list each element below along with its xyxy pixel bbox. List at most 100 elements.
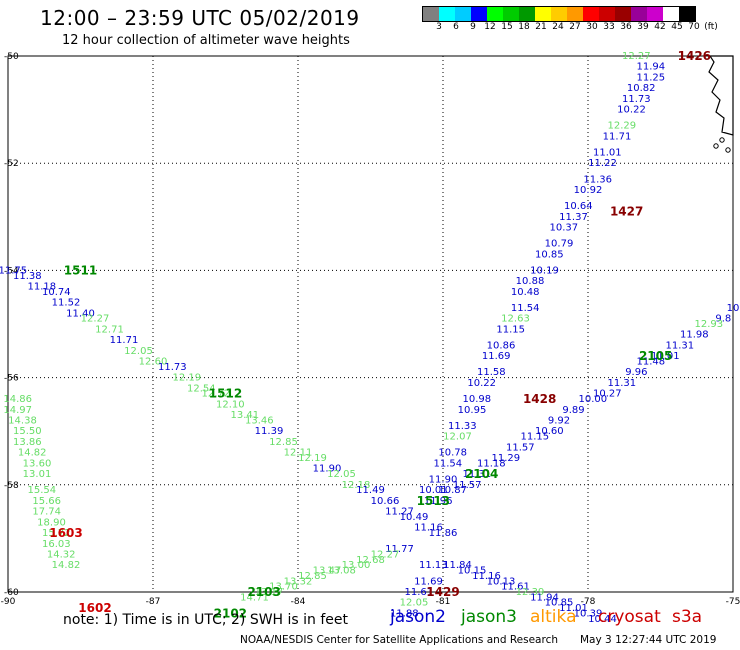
wave-height-value: 12.05 xyxy=(400,598,429,609)
pass-time-label: 1512 xyxy=(209,387,242,401)
wave-height-value: 11.31 xyxy=(463,469,492,480)
wave-height-value: 10.01 xyxy=(419,485,448,496)
wave-height-value: 12.85 xyxy=(269,437,298,448)
wave-height-value: 11.27 xyxy=(385,507,414,518)
wave-height-value: 12.54 xyxy=(187,383,216,394)
wave-height-value: 11.96 xyxy=(424,496,453,507)
wave-height-value: 10.98 xyxy=(463,394,492,405)
wave-height-value: 9.92 xyxy=(548,415,570,426)
wave-height-value: 12.93 xyxy=(695,319,724,330)
wave-height-value: 11.58 xyxy=(477,367,506,378)
wave-height-value: 10.85 xyxy=(535,249,564,260)
wave-height-value: 12.68 xyxy=(356,555,385,566)
color-swatch xyxy=(455,7,471,21)
color-swatch xyxy=(503,7,519,21)
wave-height-value: 11.77 xyxy=(385,544,414,555)
wave-height-value: 15.54 xyxy=(28,485,57,496)
wave-height-value: 12.71 xyxy=(95,324,124,335)
island-shape xyxy=(713,143,719,149)
color-swatch xyxy=(615,7,631,21)
color-scale-label: 36 xyxy=(620,22,632,32)
footer-note: note: 1) Time is in UTC; 2) SWH is in fe… xyxy=(63,612,349,628)
color-swatch xyxy=(583,7,599,21)
wave-height-value: 12.29 xyxy=(608,121,637,132)
wave-height-value: 14.97 xyxy=(3,405,32,416)
wave-height-value: 10.19 xyxy=(530,265,559,276)
pass-time-labels: 1426 1427 1428 1429 1511 1512 1513 1603 1602 2102… xyxy=(49,49,711,620)
wave-height-value: 11.48 xyxy=(637,357,666,368)
legend-s3a: s3a xyxy=(672,607,703,627)
wave-height-value: 12.27 xyxy=(371,549,400,560)
wave-height-value: 12.85 xyxy=(298,571,327,582)
color-swatch xyxy=(551,7,567,21)
wave-height-value: 11.61 xyxy=(405,587,434,598)
color-scale-label: 45 xyxy=(671,22,683,32)
track-jason2-ne: 12.2711.9411.2510.8211.7310.2212.2911.71… xyxy=(419,51,665,496)
wave-height-value: 13.08 xyxy=(327,566,356,577)
track-jason2-se: 11.8410.1511.1610.1311.6112.3911.9410.85… xyxy=(443,560,617,625)
track-s3a-left: 14.8614.9714.3815.5013.8614.8213.6013.01… xyxy=(3,394,80,571)
wave-height-value: 10.27 xyxy=(593,389,622,400)
color-scale-label: 27 xyxy=(569,22,581,32)
wave-height-value: 11.73 xyxy=(622,94,651,105)
color-scale-label: 9 xyxy=(470,22,476,32)
legend-jason3: jason3 xyxy=(461,607,517,627)
wave-height-value: 10.60 xyxy=(535,426,564,437)
wave-height-value: 12.27 xyxy=(622,51,651,62)
wave-height-value: 10.13 xyxy=(487,576,516,587)
color-scale-label: 12 xyxy=(484,22,496,32)
wave-height-value: 10.44 xyxy=(588,614,617,625)
island-shape xyxy=(725,147,731,153)
wave-height-value: 11.57 xyxy=(453,480,482,491)
color-scale-label: 24 xyxy=(552,22,564,32)
color-swatch xyxy=(439,7,455,21)
latitude-label: -56 xyxy=(4,374,19,384)
generated-timestamp: May 3 12:27:44 UTC 2019 xyxy=(580,634,717,646)
pass-time-label: 1603 xyxy=(49,526,82,540)
wave-height-value: 11.01 xyxy=(651,351,680,362)
color-swatch xyxy=(679,7,695,21)
color-scale-labels: 3 6 9 12 15 18 21 24 27 30 33 36 39 42 45 70 (ft) xyxy=(422,22,740,34)
wave-height-value: 10.22 xyxy=(617,105,646,116)
wave-height-value: 14.38 xyxy=(8,415,37,426)
wave-height-value: 11.71 xyxy=(603,131,632,142)
axis-labels: -50 -52 -54 -56 -58 -60-90 -87 -84 -81 -78 -75 xyxy=(1,52,740,607)
wave-height-value: 10.48 xyxy=(511,287,540,298)
track-jason3-nw: 11.7511.3811.1810.7411.5211.4012.2712.71… xyxy=(0,265,457,539)
color-scale-label: (ft) xyxy=(704,22,718,32)
wave-height-value: 11.18 xyxy=(477,458,506,469)
wave-height-value: 11.15 xyxy=(496,324,525,335)
color-swatch xyxy=(535,7,551,21)
wave-height-value: 10.95 xyxy=(458,405,487,416)
wave-height-value: 18.90 xyxy=(37,517,66,528)
wave-height-value: 10.92 xyxy=(574,185,603,196)
wave-height-value: 10.86 xyxy=(487,340,516,351)
wave-height-value: 11.54 xyxy=(434,458,463,469)
wave-height-value: 10.82 xyxy=(627,83,656,94)
color-scale-label: 3 xyxy=(436,22,442,32)
wave-height-value: 10.64 xyxy=(564,201,593,212)
wave-height-value: 15.66 xyxy=(32,496,61,507)
pass-time-label: 1428 xyxy=(523,392,556,406)
wave-height-value: 10.87 xyxy=(438,485,467,496)
wave-height-value: 11.52 xyxy=(52,298,81,309)
wave-height-value: 17.74 xyxy=(32,507,61,518)
wave-height-value: 11.31 xyxy=(666,340,695,351)
wave-height-value: 13.00 xyxy=(342,560,371,571)
color-scale-label: 30 xyxy=(586,22,598,32)
wave-height-value: 13.01 xyxy=(23,469,52,480)
wave-height-value: 11.69 xyxy=(482,351,511,362)
credit-line: NOAA/NESDIS Center for Satellite Applica… xyxy=(240,634,558,646)
wave-height-value: 9.89 xyxy=(562,405,584,416)
wave-height-value: 12.10 xyxy=(216,399,245,410)
pass-time-label: 1602 xyxy=(78,601,111,615)
longitude-label: -81 xyxy=(436,597,451,607)
wave-height-value: 13.41 xyxy=(231,410,260,421)
color-swatch xyxy=(663,7,679,21)
wave-height-value: 12.72 xyxy=(202,389,231,400)
latitude-label: -54 xyxy=(4,266,19,276)
wave-height-value: 11.54 xyxy=(511,303,540,314)
pass-time-label: 1429 xyxy=(426,585,459,599)
